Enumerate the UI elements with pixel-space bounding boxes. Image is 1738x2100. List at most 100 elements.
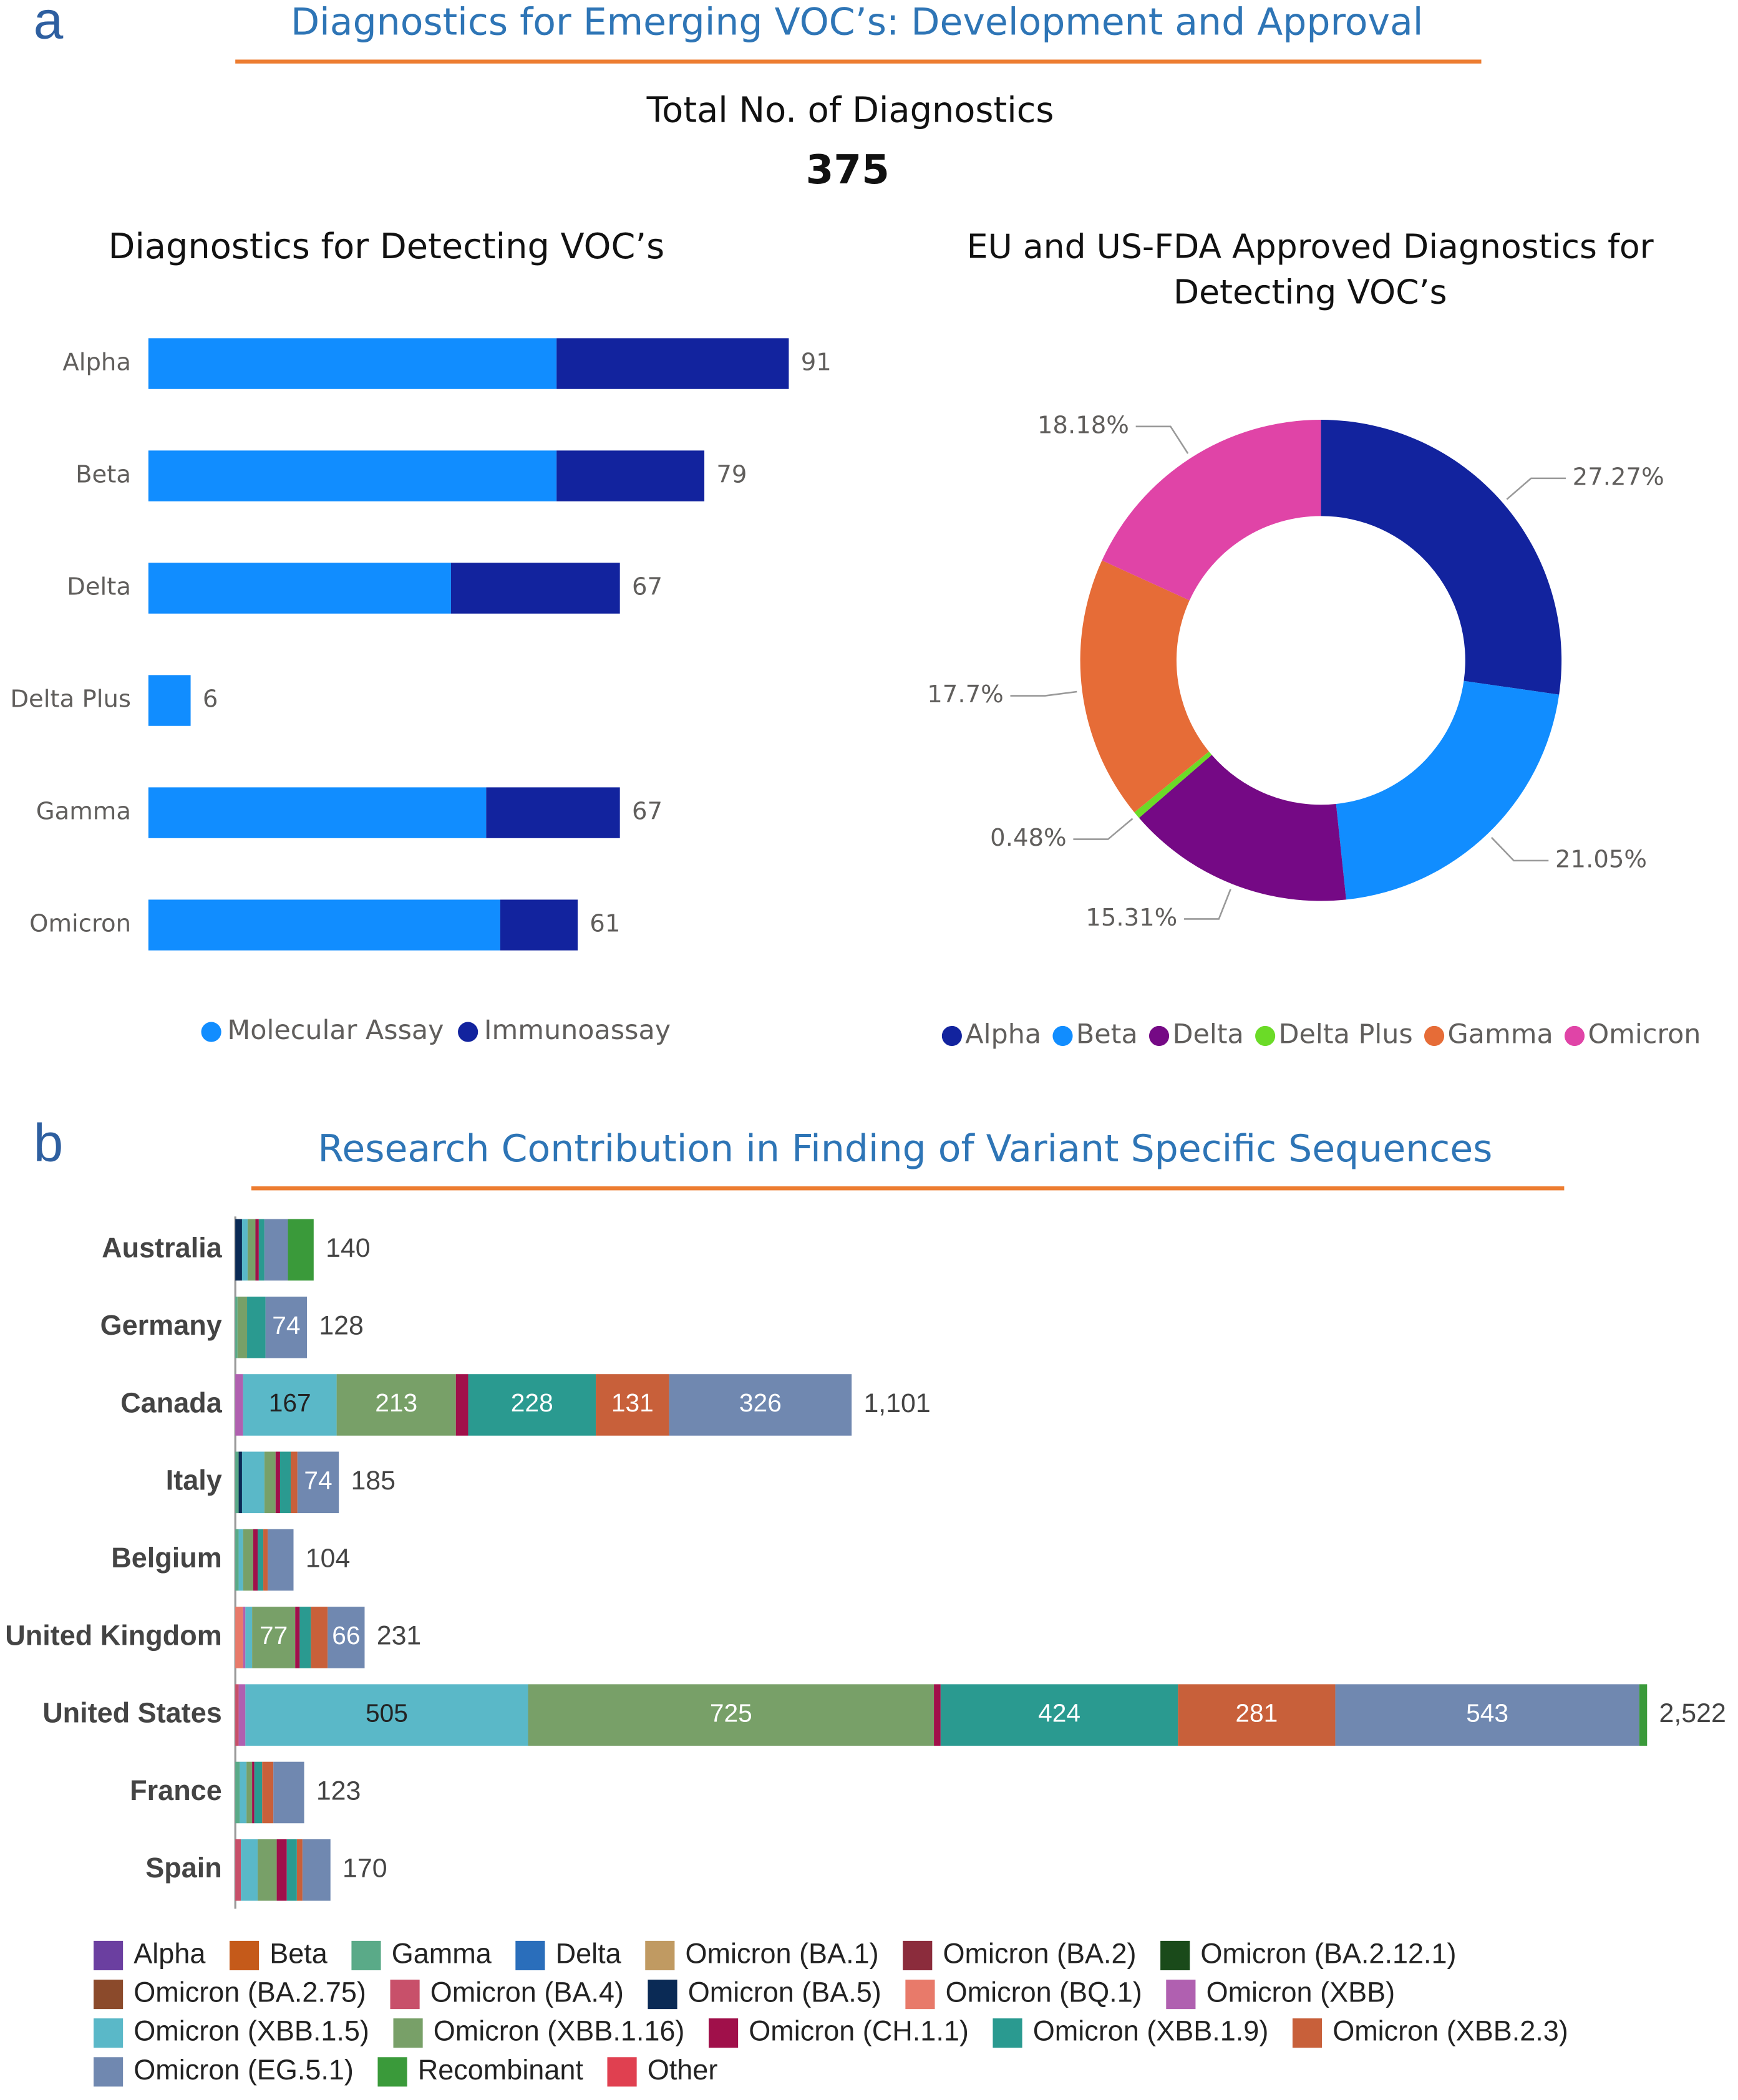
bar-segment — [148, 675, 191, 726]
total-label: 91 — [801, 349, 832, 377]
bar-segment — [235, 1451, 239, 1514]
leader-line — [1184, 889, 1231, 920]
bar-segment — [148, 338, 557, 389]
bar-segment — [556, 450, 705, 501]
bar-segment — [235, 1607, 243, 1668]
legend-label: Omicron (BA.2.75) — [134, 1976, 366, 2008]
legend-label: Omicron (XBB) — [1206, 1976, 1396, 2008]
y-tick-label: Canada — [120, 1386, 223, 1418]
bar-segment — [263, 1529, 268, 1591]
legend-marker — [94, 1980, 124, 2010]
legend-marker — [393, 2018, 423, 2048]
total-value: 375 — [806, 147, 890, 193]
legend-label: Gamma — [392, 1937, 492, 1969]
legend-marker — [229, 1940, 260, 1971]
bar-segment — [311, 1607, 328, 1668]
bar-segment — [286, 1839, 297, 1901]
panel-label: a — [34, 0, 64, 50]
bar-segment — [254, 1761, 263, 1824]
legend-marker — [709, 2018, 739, 2048]
legend-marker — [1255, 1025, 1276, 1047]
legend-label: Delta Plus — [1279, 1019, 1413, 1050]
data-label: 15.31% — [1085, 904, 1177, 932]
bar-segment — [275, 1451, 280, 1514]
bar-segment — [246, 1761, 253, 1824]
bar-segment — [235, 1296, 238, 1358]
legend-marker — [377, 2057, 407, 2087]
bar-segment — [297, 1451, 339, 1514]
legend-marker — [201, 1022, 221, 1042]
y-tick-label: Beta — [75, 461, 131, 489]
bar-segment — [500, 899, 578, 951]
total-label: 123 — [316, 1776, 361, 1806]
bar-segment — [253, 1529, 258, 1591]
bar-segment — [235, 1219, 242, 1281]
data-label: 21.05% — [1555, 845, 1647, 873]
bar-segment — [238, 1684, 246, 1746]
leader-line — [1073, 818, 1134, 840]
bar-segment — [276, 1839, 287, 1901]
data-label: 326 — [739, 1388, 782, 1417]
bar-segment — [247, 1296, 266, 1358]
legend-label: Beta — [269, 1937, 328, 1969]
legend-label: Delta — [1172, 1019, 1243, 1050]
bar-segment — [258, 1219, 265, 1281]
data-label: 17.7% — [927, 680, 1004, 709]
bar-segment — [450, 563, 620, 614]
data-label: 27.27% — [1573, 463, 1664, 491]
y-tick-label: France — [130, 1774, 222, 1806]
total-label: 170 — [342, 1854, 387, 1884]
chart-title: Research Contribution in Finding of Vari… — [318, 1127, 1492, 1171]
legend-label: Omicron (BA.1) — [686, 1937, 879, 1969]
bar-segment — [235, 1529, 239, 1591]
y-tick-label: Germany — [100, 1309, 222, 1341]
legend-marker — [607, 2057, 637, 2087]
legend-label: Alpha — [134, 1937, 206, 1969]
legend-label: Omicron (XBB.1.9) — [1033, 2015, 1269, 2047]
bar-segment — [1178, 1684, 1336, 1746]
leader-line — [1506, 477, 1566, 500]
legend-marker — [458, 1022, 478, 1042]
data-label: 131 — [611, 1388, 654, 1417]
bar-segment — [468, 1374, 596, 1436]
bar-segment — [279, 1451, 291, 1514]
legend-marker — [1564, 1025, 1585, 1047]
legend-marker — [1292, 2018, 1323, 2048]
legend-label: Omicron (BA.2) — [943, 1937, 1136, 1969]
bar-segment — [235, 1684, 239, 1746]
bar-segment — [264, 1451, 276, 1514]
data-label: 74 — [304, 1466, 332, 1495]
bar-segment — [245, 1684, 528, 1746]
bar-segment — [148, 787, 487, 838]
data-label: 281 — [1235, 1698, 1278, 1727]
total-label: 67 — [632, 573, 663, 601]
bar-segment — [255, 1219, 259, 1281]
legend-label: Omicron (XBB.1.5) — [134, 2015, 369, 2047]
total-label: 140 — [326, 1233, 371, 1263]
legend-marker — [94, 2018, 124, 2048]
legend-marker — [1160, 1940, 1190, 1971]
bar-segment — [238, 1529, 243, 1591]
y-tick-label: Italy — [166, 1464, 222, 1496]
chart-title-box: EU and US-FDA Approved Diagnostics for D… — [967, 227, 1654, 311]
bar-segment — [1639, 1684, 1648, 1746]
chart-title: Diagnostics for Detecting VOC’s — [109, 226, 665, 267]
leader-line — [1135, 425, 1189, 454]
legend-label: Omicron (CH.1.1) — [749, 2015, 969, 2047]
bar-segment — [262, 1761, 274, 1824]
leader-line — [1490, 836, 1549, 862]
bar-segment — [302, 1839, 331, 1901]
bar-segment — [148, 563, 451, 614]
legend-marker — [515, 1940, 545, 1971]
legend-label: Molecular Assay — [227, 1015, 444, 1046]
bar-segment — [273, 1761, 304, 1824]
bar-segment — [252, 1607, 296, 1668]
bar-segment — [596, 1374, 669, 1436]
bar-segment — [669, 1374, 852, 1436]
legend-marker — [903, 1940, 933, 1971]
bar-segment — [148, 450, 557, 501]
legend-label: Gamma — [1447, 1019, 1553, 1050]
data-label: 228 — [511, 1388, 553, 1417]
legend-label: Omicron (BQ.1) — [946, 1976, 1142, 2008]
